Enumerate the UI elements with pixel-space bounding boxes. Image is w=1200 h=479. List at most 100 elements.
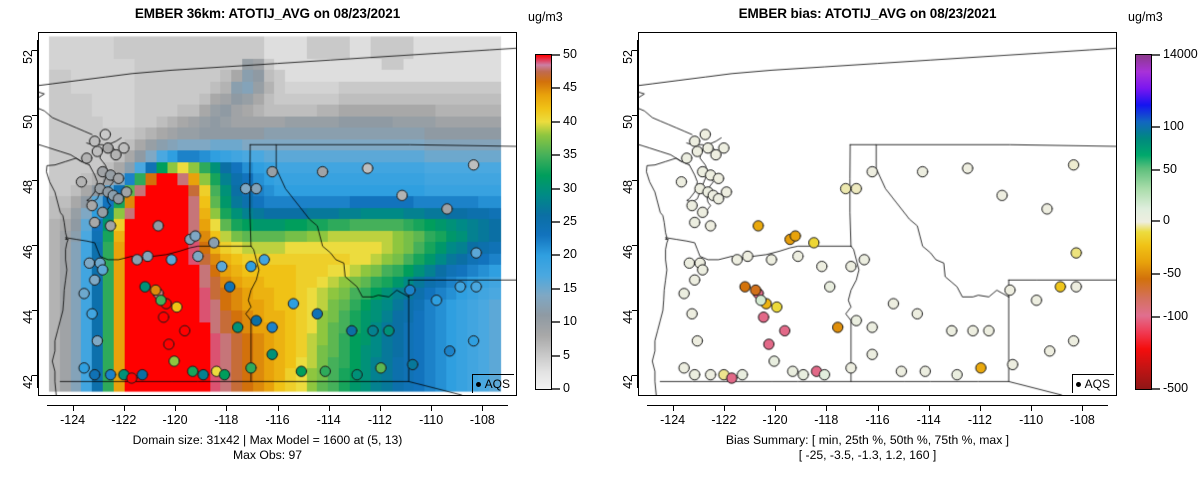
x-tick-label: -112 — [367, 413, 392, 427]
colorbar-tick-label: -100 — [1163, 309, 1189, 324]
x-tick-label: -118 — [214, 413, 239, 427]
y-tick — [632, 309, 638, 311]
x-tick — [1031, 405, 1033, 411]
y-tick — [632, 374, 638, 376]
model-map-canvas[interactable] — [39, 33, 516, 395]
x-tick — [379, 405, 381, 411]
y-tick — [32, 49, 38, 51]
x-tick-label: -114 — [316, 413, 341, 427]
colorbar-tick-label: 45 — [563, 80, 577, 95]
caption-left-line2: Max Obs: 97 — [232, 448, 303, 462]
colorbar-tick — [1152, 388, 1160, 390]
y-tick-label: 46 — [621, 244, 635, 259]
colorbar-tick-label: -500 — [1163, 381, 1189, 395]
y-tick-label: 50 — [621, 114, 635, 129]
x-tick — [826, 405, 828, 411]
colorbar-gradient-left — [535, 54, 552, 390]
colorbar-unit-left: ug/m3 — [528, 10, 563, 24]
colorbar-tick — [552, 254, 560, 257]
x-tick-label: -112 — [967, 413, 992, 427]
x-tick — [1082, 405, 1084, 411]
colorbar-tick-label: 30 — [563, 180, 577, 195]
x-tick-label: -110 — [1019, 413, 1044, 427]
colorbar-tick — [1152, 272, 1160, 275]
x-tick-label: -108 — [1069, 413, 1095, 427]
x-tick — [431, 405, 433, 411]
colorbar-tick — [1152, 169, 1160, 172]
x-tick-label: -124 — [660, 413, 686, 427]
bias-map-canvas[interactable] — [639, 33, 1116, 395]
colorbar-tick — [552, 221, 560, 223]
x-tick — [123, 405, 125, 411]
aqs-dot-icon — [1075, 381, 1081, 387]
colorbar-model: ug/m3 0 5 10 15 20 25 30 35 40 45 50 — [528, 10, 600, 396]
y-tick-label: 52 — [21, 49, 35, 64]
y-tick-label: 48 — [621, 179, 635, 194]
panel-right-title: EMBER bias: ATOTIJ_AVG on 08/23/2021 — [738, 6, 997, 21]
x-tick — [979, 405, 981, 411]
x-tick-label: -122 — [111, 413, 137, 427]
caption-left: Domain size: 31x42 | Max Model = 1600 at… — [0, 433, 535, 463]
colorbar-tick-label: 25 — [563, 214, 577, 228]
y-tick-label: 46 — [21, 244, 35, 259]
y-tick-label: 44 — [621, 309, 635, 324]
colorbar-tick — [552, 120, 560, 123]
y-tick-label: 42 — [621, 374, 635, 389]
x-tick-label: -116 — [865, 413, 890, 427]
panel-bias: EMBER bias: ATOTIJ_AVG on 08/23/2021 AQS… — [600, 0, 1200, 479]
plot-frame-bias: AQS — [638, 32, 1117, 396]
colorbar-bias: ug/m3 -500 -100 -50 0 50 100 14000 — [1128, 10, 1200, 396]
y-tick — [32, 114, 38, 116]
x-tick — [482, 405, 484, 411]
panel-model: EMBER 36km: ATOTIJ_AVG on 08/23/2021 AQS… — [0, 6, 600, 463]
colorbar-tick — [1152, 54, 1160, 56]
colorbar-tick-label: -50 — [1163, 265, 1182, 280]
x-tick-label: -120 — [762, 413, 788, 427]
colorbar-tick-label: 5 — [563, 347, 570, 362]
aqs-dot-icon — [475, 381, 481, 387]
colorbar-tick — [552, 321, 560, 324]
aqs-legend-label: AQS — [1084, 377, 1110, 391]
y-tick-label: 44 — [21, 309, 35, 324]
y-tick — [32, 179, 38, 181]
x-tick — [277, 405, 279, 411]
colorbar-tick — [552, 354, 560, 357]
x-tick-label: -116 — [265, 413, 290, 427]
x-axis-right: -124 -122 -120 -118 -116 -114 -112 -110 -108 — [638, 396, 1117, 430]
y-tick — [632, 114, 638, 116]
y-tick — [632, 244, 638, 246]
colorbar-tick — [552, 287, 560, 290]
caption-right: Bias Summary: [ min, 25th %, 50th %, 75t… — [600, 433, 1135, 463]
x-tick — [226, 405, 228, 411]
y-axis-right: 42 44 46 48 50 52 — [604, 32, 638, 396]
x-tick-label: -120 — [162, 413, 188, 427]
colorbar-tick-label: 10 — [563, 314, 577, 329]
plot-frame-model: AQS — [38, 32, 517, 396]
aqs-legend-right: AQS — [1071, 374, 1114, 393]
x-tick — [328, 405, 330, 411]
x-tick-label: -124 — [60, 413, 86, 427]
y-axis-line — [37, 40, 38, 388]
x-tick — [175, 405, 177, 411]
y-tick — [32, 374, 38, 376]
y-tick — [32, 309, 38, 311]
colorbar-tick — [552, 187, 560, 190]
colorbar-tick-label: 50 — [1163, 162, 1177, 177]
x-tick-label: -114 — [916, 413, 941, 427]
aqs-legend-left: AQS — [471, 374, 514, 393]
x-tick — [723, 405, 725, 411]
colorbar-tick — [552, 87, 560, 90]
y-axis-line — [637, 40, 638, 388]
caption-right-line1: Bias Summary: [ min, 25th %, 50th %, 75t… — [725, 433, 1010, 447]
x-tick-label: -118 — [814, 413, 839, 427]
aqs-legend-label: AQS — [484, 377, 510, 391]
colorbar-tick-label: 40 — [563, 113, 577, 128]
y-tick — [632, 49, 638, 51]
colorbar-tick — [1152, 316, 1160, 319]
x-tick — [72, 405, 74, 411]
x-tick — [877, 405, 879, 411]
colorbar-tick-label: 50 — [563, 47, 577, 61]
y-tick-label: 50 — [21, 114, 35, 129]
x-axis-left: -124 -122 -120 -118 -116 -114 -112 -110 -108 — [38, 396, 517, 430]
